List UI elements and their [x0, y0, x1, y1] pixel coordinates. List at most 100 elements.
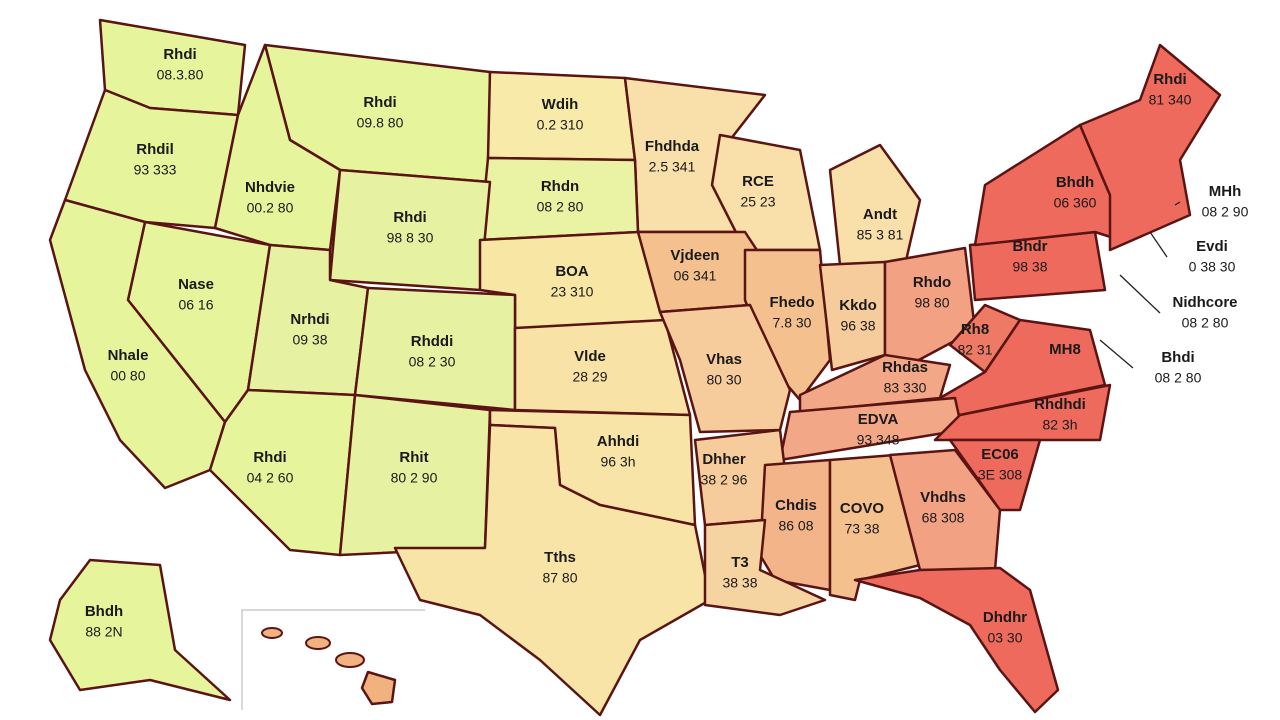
callout-line [1119, 274, 1161, 314]
callout-line [1174, 201, 1181, 206]
state-label: Fhdhda [645, 138, 700, 155]
state [213, 43, 342, 252]
state-label: Vhdhs [920, 489, 966, 506]
state-value: 98 38 [1012, 259, 1047, 275]
state-value: 2.5 341 [649, 159, 696, 175]
island [335, 652, 365, 668]
state-label: Rh8 [961, 321, 989, 338]
callout-lines [1099, 201, 1181, 369]
state-value: 38 38 [722, 575, 757, 591]
state-value: 38 2 96 [701, 472, 748, 488]
state [513, 318, 692, 417]
state-value: 28 29 [572, 369, 607, 385]
state-label: Tths [544, 549, 576, 566]
island [305, 636, 331, 650]
state-value: 08 2 30 [409, 354, 456, 370]
state-label: EC06 [981, 446, 1019, 463]
state-label: Rhdhdi [1034, 396, 1086, 413]
state-label: Wdih [542, 96, 579, 113]
state-label: Rhdi [163, 46, 196, 63]
state [48, 558, 232, 702]
state-value: 98 80 [914, 295, 949, 311]
callout-value: 08 2 80 [1182, 315, 1229, 331]
state-value: 68 308 [922, 510, 965, 526]
state-label: Chdis [775, 497, 817, 514]
state-value: 09.8 80 [357, 115, 404, 131]
state-label: Dhdhr [983, 609, 1027, 626]
state-label: Rhdn [541, 178, 579, 195]
state [1078, 43, 1222, 252]
state-label: Nhale [108, 347, 149, 364]
state-label: COVO [840, 500, 885, 517]
state-value: 82 3h [1042, 417, 1077, 433]
state-value: 3E 308 [978, 467, 1023, 483]
state-value: 98 8 30 [387, 230, 434, 246]
state-label: Bhdr [1013, 238, 1048, 255]
state-label: Rhdi [253, 449, 286, 466]
state-value: 7.8 30 [773, 315, 812, 331]
inset-frame [241, 609, 425, 710]
state-label: Kkdo [839, 297, 877, 314]
state-label: Rhddi [411, 333, 454, 350]
state [703, 518, 827, 617]
state-value: 80 30 [706, 372, 741, 388]
state [853, 566, 1060, 714]
state-label: T3 [731, 554, 749, 571]
labels: Rhdi 08.3.80 Rhdil 93 333 Rhdi 09.8 80 Nhdvie 0… [85, 46, 1249, 646]
state-value: 06 16 [178, 297, 213, 313]
state-label: Nhdvie [245, 179, 295, 196]
callout-label: Bhdi [1161, 349, 1194, 366]
state-value: 86 08 [778, 518, 813, 534]
callout-label: Evdi [1196, 238, 1228, 255]
state-value: 08 2 80 [537, 199, 584, 215]
callout-label: Nidhcore [1172, 294, 1237, 311]
hawaii-inset [241, 609, 425, 710]
state [888, 448, 1002, 572]
state-value: 00.2 80 [247, 200, 294, 216]
state-value: 96 3h [600, 454, 635, 470]
state-value: 85 3 81 [857, 227, 904, 243]
state-label: Vhas [706, 351, 742, 368]
state-label: Bhdh [1056, 174, 1094, 191]
state-label: Rhdas [882, 359, 928, 376]
state [48, 198, 227, 490]
state-label: Fhedo [770, 294, 815, 311]
state-value: 09 38 [292, 332, 327, 348]
states [48, 18, 1222, 717]
state-label: Andt [863, 206, 897, 223]
callout-value: 0 38 30 [1189, 259, 1236, 275]
state-label: Nrhdi [290, 311, 329, 328]
callout-label: MHh [1209, 183, 1242, 200]
state-value: 96 38 [840, 318, 875, 334]
state [883, 246, 977, 364]
state-value: 08.3.80 [157, 67, 204, 83]
state-label: Ahhdi [597, 433, 640, 450]
state-label: Rhdi [393, 209, 426, 226]
state-label: MH8 [1049, 341, 1081, 358]
state-value: 04 2 60 [247, 470, 294, 486]
state-label: Dhher [702, 451, 746, 468]
island [360, 670, 397, 706]
state-label: Rhdil [136, 141, 174, 158]
state-value: 81 340 [1149, 92, 1192, 108]
state-value: 83 330 [884, 380, 927, 396]
callout-value: 08 2 90 [1202, 204, 1249, 220]
state-value: 06 360 [1054, 195, 1097, 211]
state-value: 0.2 310 [537, 117, 584, 133]
state-value: 73 38 [844, 521, 879, 537]
state-label: Nase [178, 276, 214, 293]
state-value: 80 2 90 [391, 470, 438, 486]
state-value: 03 30 [987, 630, 1022, 646]
state-label: Rhdi [363, 94, 396, 111]
state-label: Rhdo [913, 274, 951, 291]
state-value: 25 23 [740, 194, 775, 210]
state-label: Vlde [574, 348, 606, 365]
state-value: 93 333 [134, 162, 177, 178]
state-label: RCE [742, 173, 774, 190]
state-label: BOA [555, 263, 589, 280]
state [393, 423, 712, 717]
state-value: 06 341 [674, 268, 717, 284]
state-value: 87 80 [542, 570, 577, 586]
callout-line [1099, 339, 1134, 369]
